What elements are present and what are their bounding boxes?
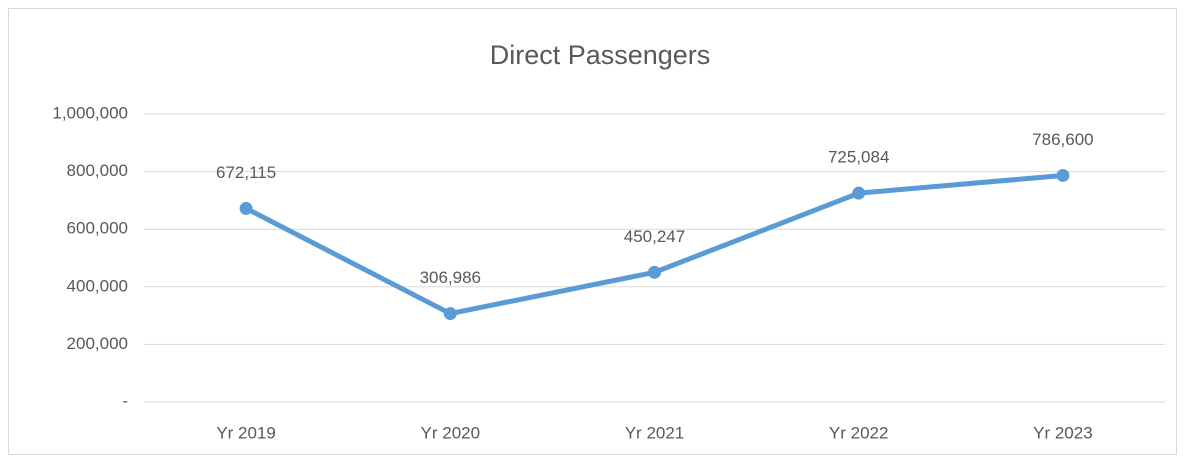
y-tick-label: - [122, 391, 128, 410]
data-point [239, 201, 253, 215]
data-label: 450,247 [624, 227, 685, 246]
x-tick-label: Yr 2023 [1033, 423, 1093, 442]
y-tick-label: 800,000 [67, 161, 128, 180]
data-point [443, 307, 457, 321]
x-tick-label: Yr 2021 [625, 423, 685, 442]
data-label: 786,600 [1032, 130, 1093, 149]
data-point [852, 186, 866, 200]
x-tick-label: Yr 2020 [421, 423, 481, 442]
data-label: 725,084 [828, 148, 889, 167]
y-tick-label: 400,000 [67, 276, 128, 295]
y-tick-label: 200,000 [67, 334, 128, 353]
data-label: 672,115 [216, 163, 276, 182]
x-tick-label: Yr 2019 [216, 423, 276, 442]
y-tick-label: 600,000 [67, 219, 128, 238]
chart-border [8, 8, 1177, 455]
data-point [1056, 168, 1070, 182]
y-tick-label: 1,000,000 [52, 103, 128, 122]
data-label: 306,986 [420, 268, 481, 287]
chart-title: Direct Passengers [490, 40, 711, 70]
data-point [648, 265, 661, 279]
x-tick-label: Yr 2022 [829, 423, 889, 442]
